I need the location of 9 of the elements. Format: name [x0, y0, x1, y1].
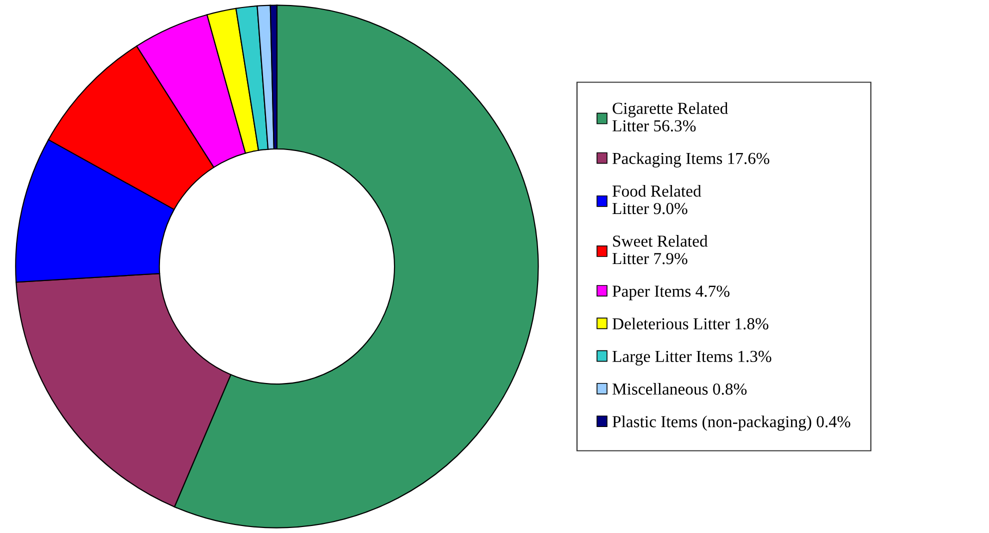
legend-label: Miscellaneous 0.8% [612, 382, 747, 395]
legend-label: Deleterious Litter 1.8% [612, 318, 768, 330]
legend-label: Plastic Items (non-packaging) 0.4% [612, 416, 850, 431]
legend-label: Large Litter Items 1.3% [612, 350, 772, 366]
legend-label: Cigarette Related Litter 56.3% [612, 102, 728, 132]
legend-label: Packaging Items 17.6% [612, 152, 770, 168]
legend-label: Food Related Litter 9.0% [612, 185, 702, 214]
legend-label: Sweet Related Litter 7.9% [612, 235, 708, 264]
legend-label: Paper Items 4.7% [612, 286, 730, 300]
